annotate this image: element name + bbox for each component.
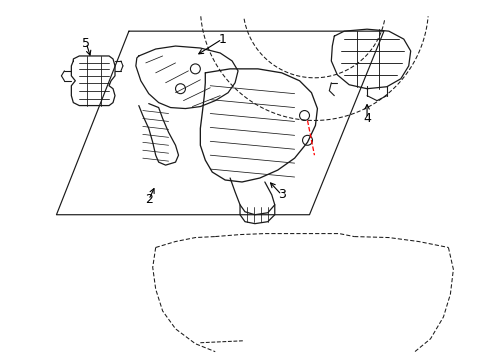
Text: 5: 5 [82, 37, 90, 50]
Text: 4: 4 [363, 112, 370, 125]
Text: 1: 1 [218, 33, 225, 46]
Text: 3: 3 [277, 188, 285, 201]
Text: 2: 2 [144, 193, 152, 206]
